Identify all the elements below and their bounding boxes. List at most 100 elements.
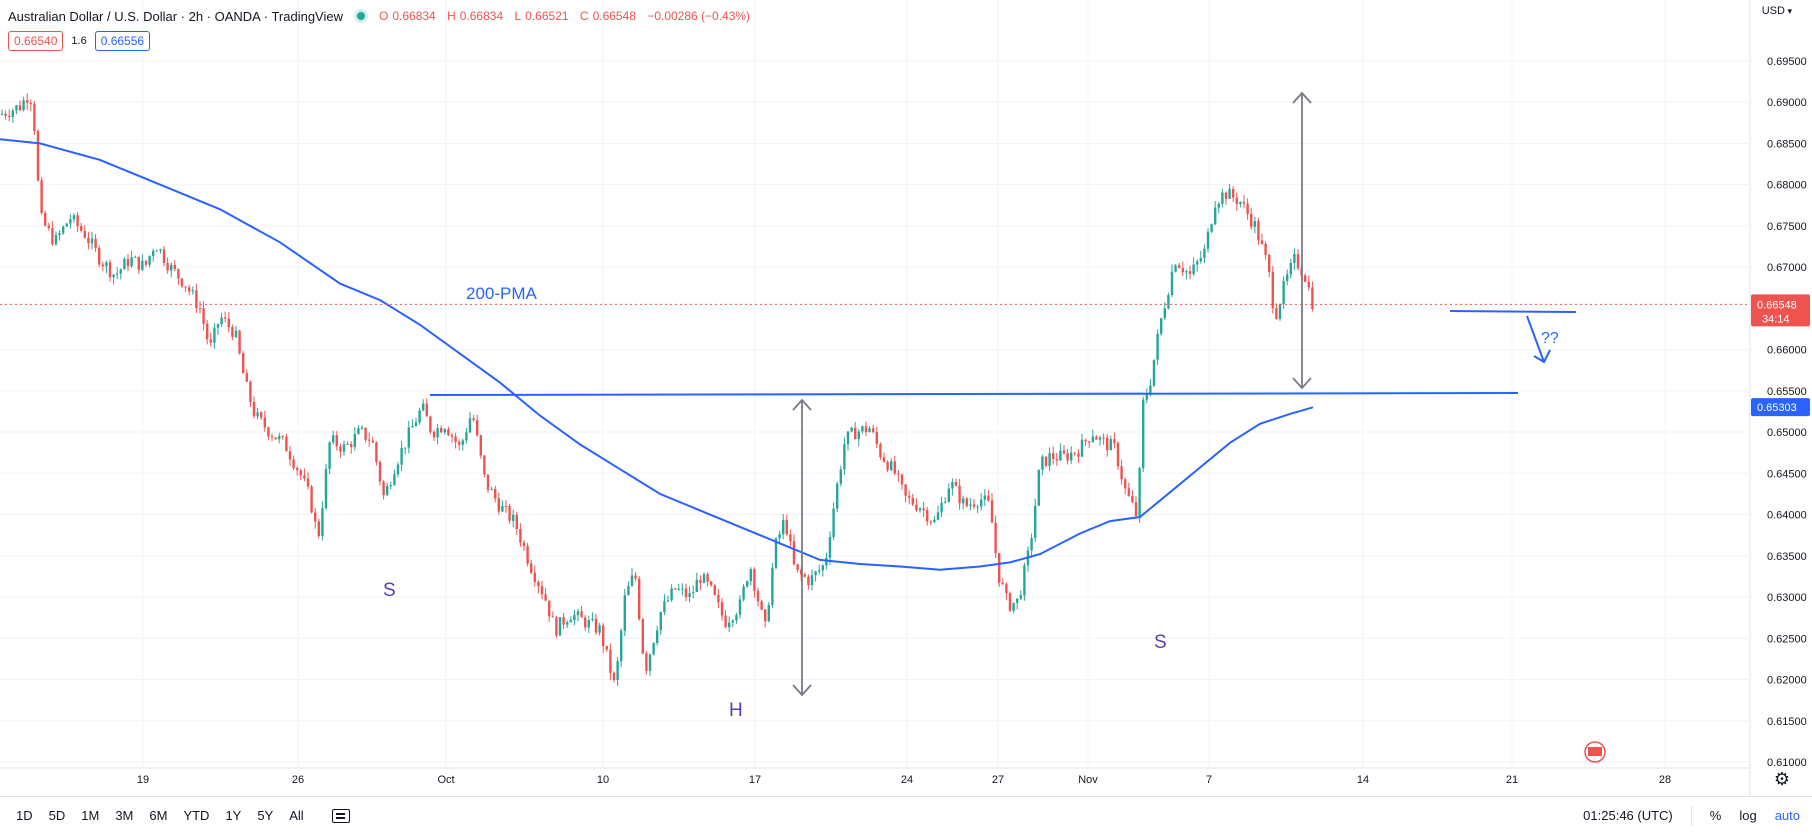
settings-gear-icon[interactable]: ⚙	[1773, 769, 1790, 789]
candle-body	[720, 602, 724, 616]
timeframe-all[interactable]: All	[289, 808, 304, 823]
candle-body	[1131, 495, 1134, 503]
trade-buttons: 0.66540 1.6 0.66556	[8, 31, 151, 51]
candle-body	[1163, 308, 1166, 319]
buy-button[interactable]: 0.66556	[94, 31, 151, 51]
candle-body	[155, 250, 158, 252]
toolbar-divider	[1690, 805, 1692, 826]
candle-body	[468, 418, 472, 433]
timeframe-1d[interactable]: 1D	[16, 808, 33, 823]
candle-body	[335, 435, 338, 447]
candle-body	[641, 619, 644, 654]
candle-body	[504, 505, 508, 507]
candle-body	[483, 455, 486, 475]
candle-body	[188, 287, 191, 292]
candle-body	[1095, 436, 1098, 440]
candle-body	[810, 575, 814, 585]
candle-body	[612, 672, 616, 681]
price-tick-label: 0.65000	[1767, 427, 1807, 439]
candle-body	[688, 593, 691, 597]
candle-body	[1311, 287, 1314, 310]
candle-body	[368, 439, 371, 441]
candle-body	[404, 447, 407, 449]
open-value: 0.66834	[392, 9, 436, 23]
timeframe-5d[interactable]: 5D	[48, 808, 66, 823]
currency-selector[interactable]: USD	[1762, 5, 1792, 17]
candle-body	[245, 373, 248, 382]
market-status-icon[interactable]	[357, 12, 365, 20]
flag-icon	[1588, 747, 1602, 756]
candle-body	[724, 615, 727, 628]
timeframe-6m[interactable]: 6M	[149, 808, 168, 823]
price-tick-label: 0.64000	[1767, 510, 1807, 522]
candle-body	[346, 444, 349, 446]
candle-body	[119, 269, 122, 274]
candle-body	[62, 226, 65, 234]
auto-scale-toggle[interactable]: auto	[1774, 808, 1800, 823]
sell-button[interactable]: 0.66540	[8, 31, 64, 51]
time-axis[interactable]: 19 26 Oct 10 17 24 27 Nov 7 14 21 28	[0, 767, 1750, 786]
percent-scale-toggle[interactable]: %	[1709, 808, 1722, 823]
candle-body	[659, 612, 662, 631]
candle-body	[429, 416, 432, 432]
timeframe-1m[interactable]: 1M	[81, 808, 100, 823]
candle-body	[843, 444, 846, 470]
timeframe-ytd[interactable]: YTD	[183, 808, 210, 823]
candle-body	[278, 436, 281, 440]
candle-body	[519, 529, 522, 543]
utc-clock[interactable]: 01:25:46 (UTC)	[1583, 808, 1673, 823]
candle-body	[695, 579, 698, 592]
candle-body	[526, 546, 529, 564]
candle-body	[666, 600, 670, 602]
candle-body	[951, 481, 954, 489]
candle-body	[1098, 437, 1102, 440]
candle-body	[512, 514, 515, 521]
candle-body	[400, 448, 403, 465]
candle-body	[382, 481, 385, 496]
candle-body	[108, 262, 112, 278]
price-chart[interactable]: 200-PMA S H S?? 0.69500 0.69000 0.68500 0.6800…	[0, 0, 1812, 796]
candle-body	[670, 588, 673, 601]
timeframe-1y[interactable]: 1Y	[225, 808, 242, 823]
chart-grid	[0, 0, 1751, 796]
candle-body	[0, 113, 4, 115]
candle-body	[51, 228, 54, 245]
candle-body	[1023, 565, 1026, 596]
candle-body	[15, 105, 18, 111]
candle-body	[1005, 584, 1008, 594]
timeframe-5y[interactable]: 5Y	[257, 808, 274, 823]
candle-body	[890, 461, 893, 471]
moving-average-line	[0, 138, 1314, 571]
candle-body	[630, 575, 634, 586]
candle-body	[796, 564, 799, 570]
candle-body	[1138, 468, 1141, 516]
time-tick-label: 7	[1206, 774, 1212, 786]
candle-body	[1170, 271, 1174, 296]
open-label: O	[379, 9, 389, 23]
candle-body	[566, 622, 569, 625]
price-axis[interactable]: 0.69500 0.69000 0.68500 0.68000 0.67500 0.670…	[1767, 56, 1807, 769]
price-tick-label: 0.61500	[1767, 716, 1807, 728]
bottom-toolbar: 1D 5D 1M 3M 6M YTD 1Y 5Y All 01:25:46 (U…	[0, 796, 1812, 834]
candle-body	[515, 514, 518, 530]
log-scale-toggle[interactable]: log	[1739, 808, 1757, 823]
candle-body	[962, 498, 965, 504]
timeframe-3m[interactable]: 3M	[115, 808, 134, 823]
candle-body	[692, 591, 695, 594]
symbol-title[interactable]: Australian Dollar / U.S. Dollar · 2h · O…	[8, 8, 343, 24]
candle-body	[184, 286, 187, 288]
candle-body	[933, 519, 936, 522]
low-value: 0.66521	[525, 9, 569, 23]
candle-body	[936, 512, 940, 520]
candle-body	[782, 519, 785, 535]
candle-body	[418, 410, 421, 423]
candle-body	[882, 457, 886, 462]
candle-body	[213, 327, 216, 343]
candle-body	[238, 330, 241, 354]
candlestick-series	[0, 93, 1314, 687]
date-range-icon[interactable]	[331, 808, 350, 823]
candle-body	[1260, 240, 1264, 244]
candle-body	[116, 273, 119, 275]
candle-body	[29, 102, 32, 105]
candle-body	[414, 422, 418, 427]
